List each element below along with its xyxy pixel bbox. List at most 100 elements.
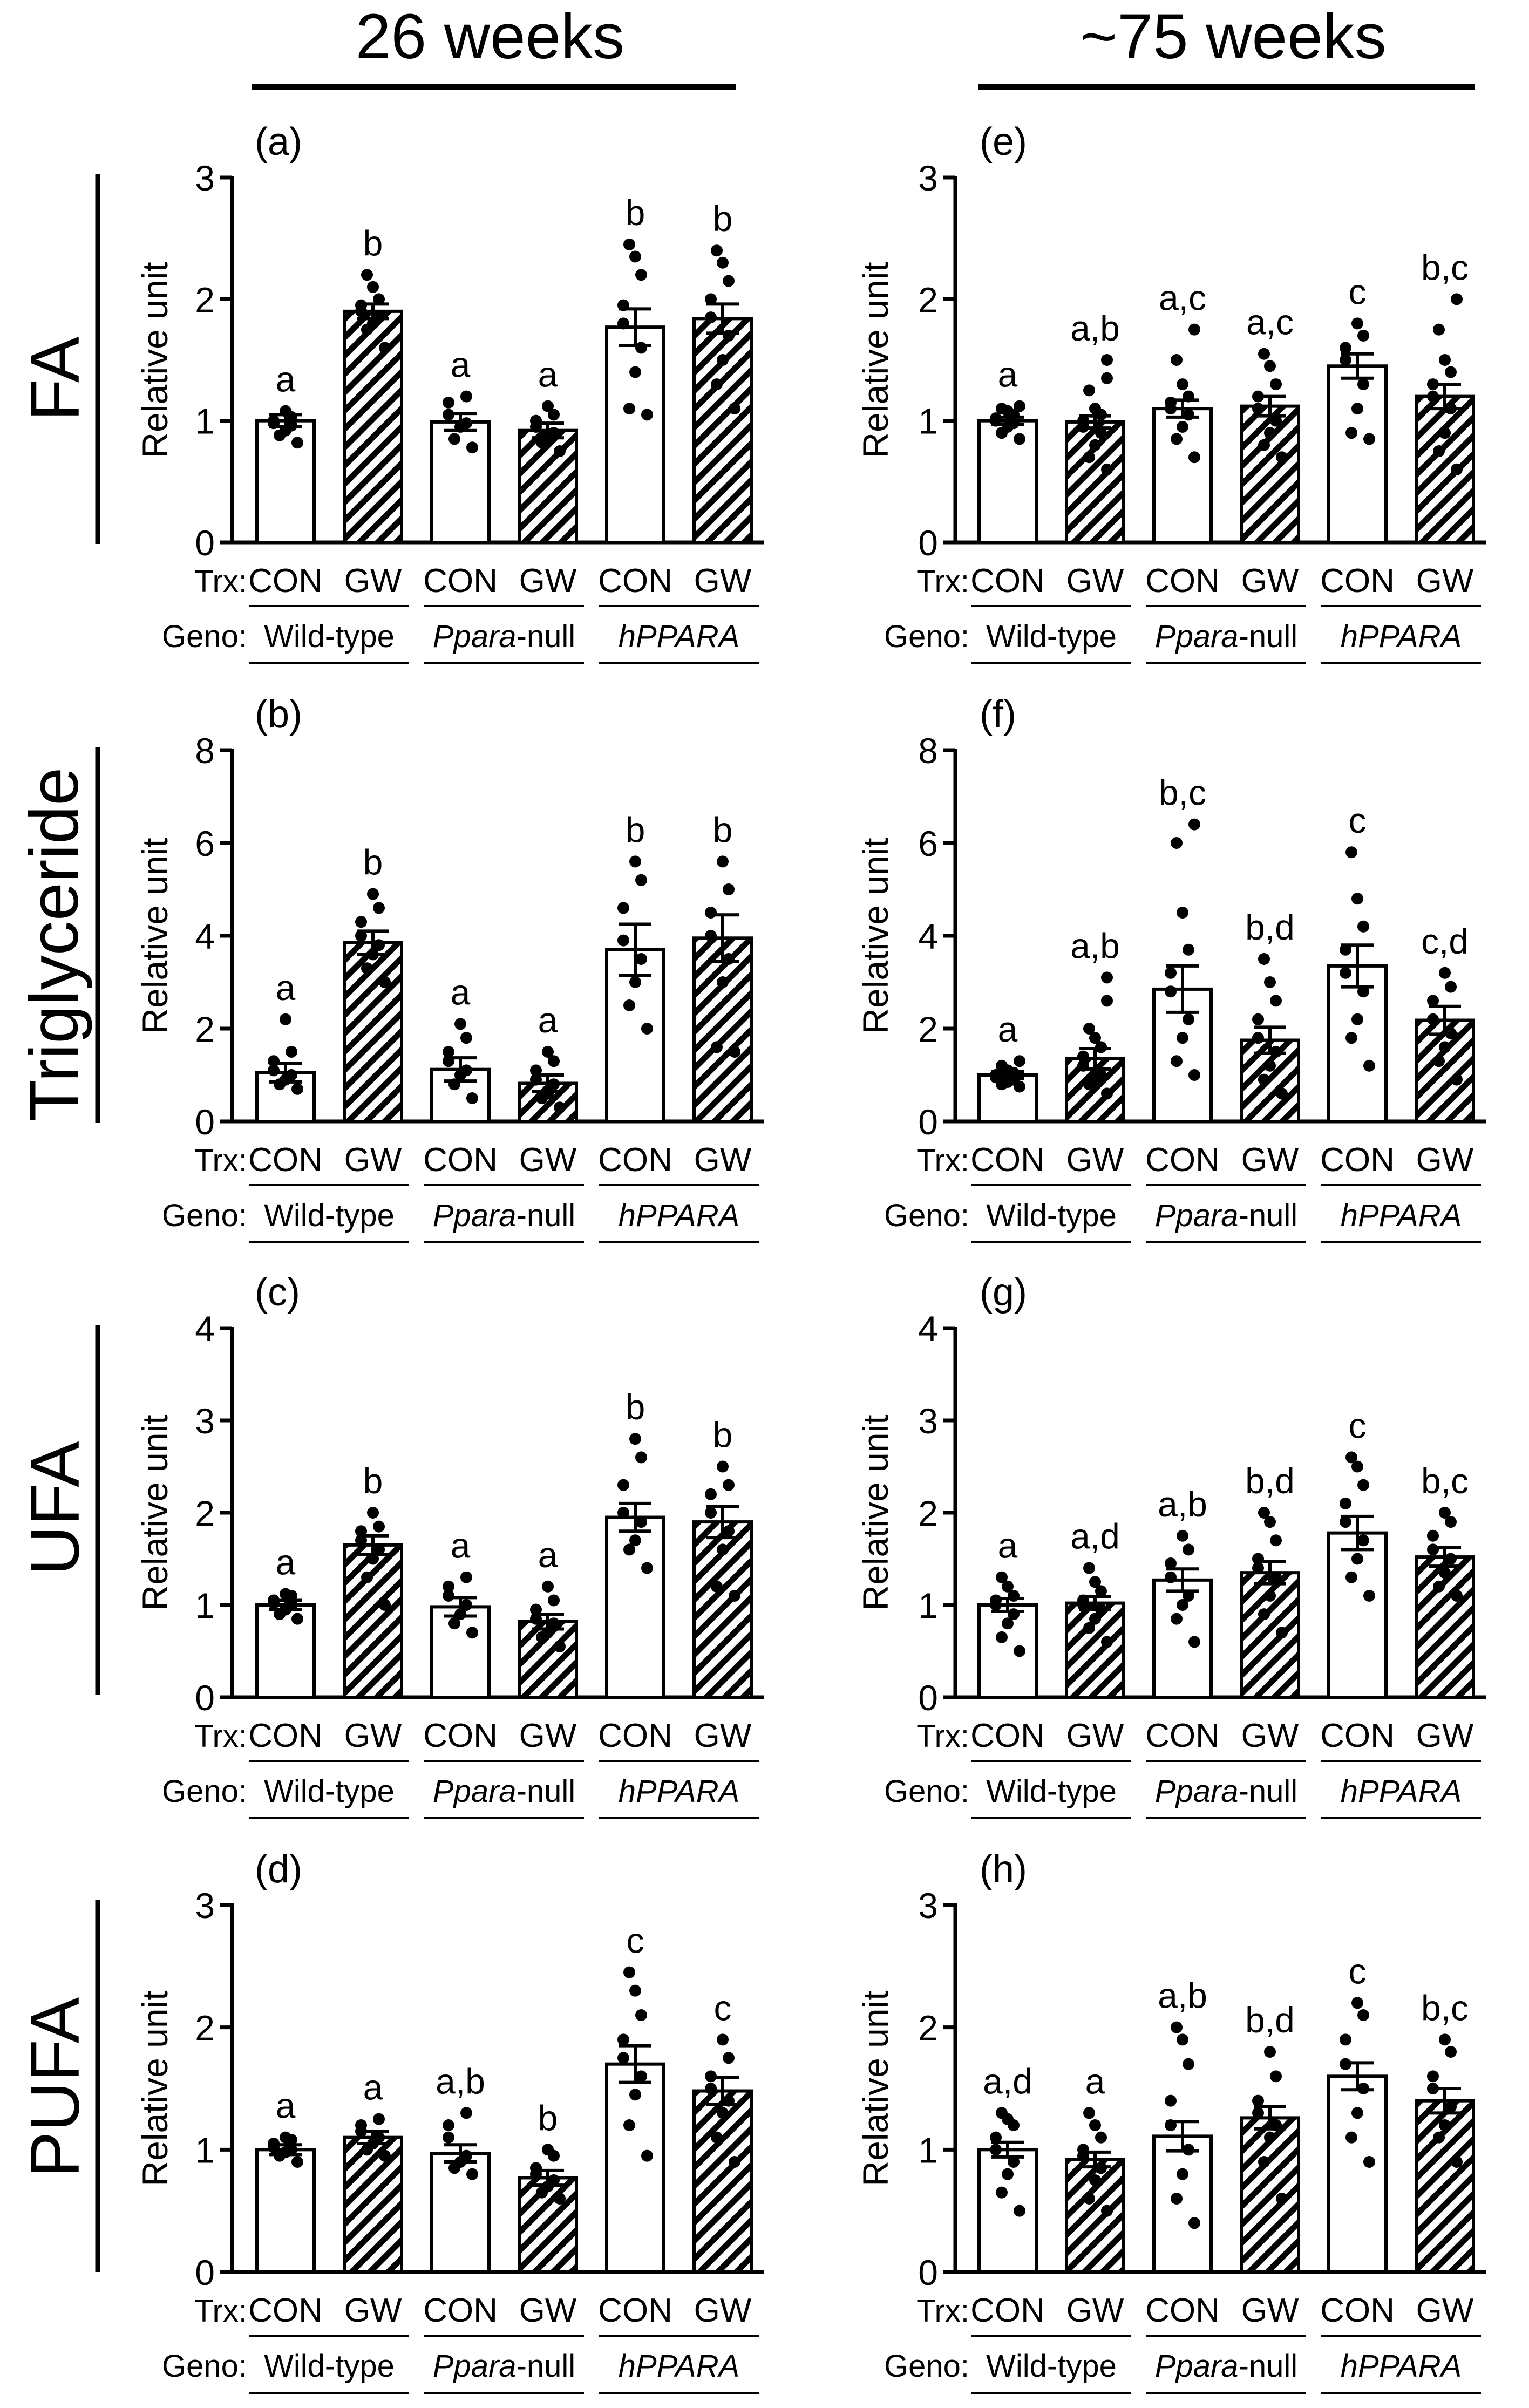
data-point bbox=[1433, 445, 1445, 457]
significance-letter: a bbox=[451, 972, 471, 1012]
data-point bbox=[990, 2131, 1002, 2144]
panel-label: (f) bbox=[980, 693, 1016, 736]
data-point bbox=[635, 1451, 647, 1464]
data-point bbox=[1264, 1516, 1276, 1528]
genotype-label: Ppara-null bbox=[1155, 1198, 1297, 1233]
genotype-label: Ppara-null bbox=[433, 1774, 575, 1809]
data-point bbox=[379, 2149, 391, 2162]
data-point bbox=[1345, 1571, 1357, 1583]
treatment-label: GW bbox=[1416, 1141, 1474, 1179]
data-point bbox=[554, 2193, 566, 2205]
significance-letter: a bbox=[998, 1009, 1018, 1049]
bar bbox=[1327, 364, 1388, 544]
column-header-26-weeks: 26 weeks bbox=[356, 1, 625, 72]
y-tick-label: 6 bbox=[195, 824, 215, 863]
significance-letter: a,b bbox=[436, 2061, 485, 2101]
data-point bbox=[1451, 1589, 1463, 1602]
data-point bbox=[1270, 995, 1282, 1007]
y-tick-label: 0 bbox=[918, 2253, 938, 2293]
significance-letter: b,c bbox=[1159, 773, 1206, 813]
data-point bbox=[1264, 976, 1276, 988]
data-point bbox=[641, 1023, 653, 1035]
data-point bbox=[1258, 1073, 1270, 1086]
significance-letter: a bbox=[998, 355, 1018, 394]
y-tick-label: 2 bbox=[918, 1493, 938, 1533]
geno-prefix: Geno: bbox=[162, 619, 247, 654]
significance-letter: b bbox=[713, 199, 733, 239]
significance-letter: b,d bbox=[1245, 1461, 1295, 1501]
y-tick-label: 2 bbox=[195, 1493, 215, 1533]
data-point bbox=[996, 2186, 1008, 2199]
svg-text:UFA: UFA bbox=[17, 1441, 94, 1576]
data-point bbox=[705, 1488, 717, 1500]
geno-prefix: Geno: bbox=[884, 1774, 969, 1809]
data-point bbox=[1171, 1613, 1183, 1625]
panel-label: (d) bbox=[255, 1848, 302, 1891]
treatment-label: CON bbox=[248, 1141, 323, 1179]
y-tick-label: 4 bbox=[918, 1309, 938, 1349]
data-point bbox=[373, 902, 385, 914]
data-point bbox=[617, 317, 629, 330]
data-point bbox=[1427, 390, 1439, 403]
data-point bbox=[355, 930, 367, 942]
y-tick-label: 2 bbox=[918, 280, 938, 319]
data-point bbox=[1357, 1534, 1369, 1547]
bar bbox=[977, 419, 1038, 545]
y-tick-label: 0 bbox=[918, 523, 938, 563]
y-tick-label: 1 bbox=[195, 2130, 215, 2170]
data-point bbox=[635, 874, 647, 886]
data-point bbox=[1427, 2070, 1439, 2083]
data-point bbox=[1276, 451, 1288, 464]
data-point bbox=[443, 396, 454, 409]
data-point bbox=[548, 409, 560, 421]
data-point bbox=[711, 2131, 723, 2144]
data-point bbox=[1089, 1032, 1101, 1044]
data-point bbox=[1439, 1567, 1451, 1579]
treatment-label: CON bbox=[248, 2292, 323, 2329]
genotype-label: Wild-type bbox=[986, 1198, 1117, 1233]
data-point bbox=[723, 1525, 735, 1538]
data-point bbox=[460, 1571, 472, 1583]
significance-letter: a bbox=[451, 1526, 471, 1566]
data-point bbox=[361, 1571, 373, 1583]
treatment-label: GW bbox=[344, 2292, 402, 2329]
data-point bbox=[542, 1580, 554, 1593]
data-point bbox=[1183, 2058, 1194, 2070]
significance-letter: a bbox=[276, 968, 296, 1008]
data-point bbox=[729, 2156, 740, 2168]
treatment-label: CON bbox=[598, 562, 672, 600]
data-point bbox=[1270, 378, 1282, 391]
data-point bbox=[1439, 1041, 1451, 1053]
data-point bbox=[705, 1507, 717, 1519]
data-point bbox=[1101, 354, 1113, 366]
data-point bbox=[548, 1617, 560, 1630]
data-point bbox=[717, 1543, 729, 1556]
genotype-label: hPPARA bbox=[619, 1774, 740, 1809]
data-point bbox=[1101, 995, 1113, 1007]
geno-prefix: Geno: bbox=[884, 2349, 969, 2384]
y-tick-label: 8 bbox=[195, 731, 215, 771]
trx-prefix: Trx: bbox=[194, 1143, 247, 1178]
genotype-label: hPPARA bbox=[1341, 1198, 1462, 1233]
panel-label: (g) bbox=[980, 1271, 1027, 1314]
data-point bbox=[1183, 1013, 1194, 1025]
data-point bbox=[635, 342, 647, 354]
data-point bbox=[617, 902, 629, 914]
treatment-label: CON bbox=[1320, 1141, 1395, 1179]
data-point bbox=[1095, 1585, 1107, 1597]
genotype-label: Ppara-null bbox=[1155, 2349, 1297, 2384]
data-point bbox=[1171, 433, 1183, 445]
data-point bbox=[1445, 981, 1457, 993]
y-axis-label: Relative unit bbox=[135, 1414, 175, 1610]
significance-letter: b bbox=[713, 810, 733, 849]
data-point bbox=[1089, 1576, 1101, 1588]
data-point bbox=[379, 342, 391, 354]
y-tick-label: 1 bbox=[195, 1586, 215, 1625]
bar bbox=[343, 941, 403, 1124]
significance-letter: b,d bbox=[1245, 907, 1295, 947]
data-point bbox=[1177, 907, 1188, 919]
treatment-label: CON bbox=[970, 1141, 1045, 1179]
data-point bbox=[460, 2107, 472, 2119]
